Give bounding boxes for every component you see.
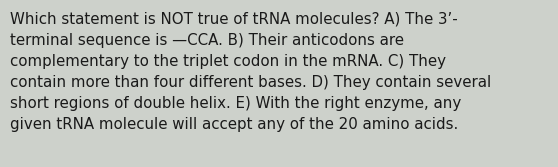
Text: Which statement is NOT true of tRNA molecules? A) The 3’-
terminal sequence is —: Which statement is NOT true of tRNA mole… <box>10 12 491 132</box>
